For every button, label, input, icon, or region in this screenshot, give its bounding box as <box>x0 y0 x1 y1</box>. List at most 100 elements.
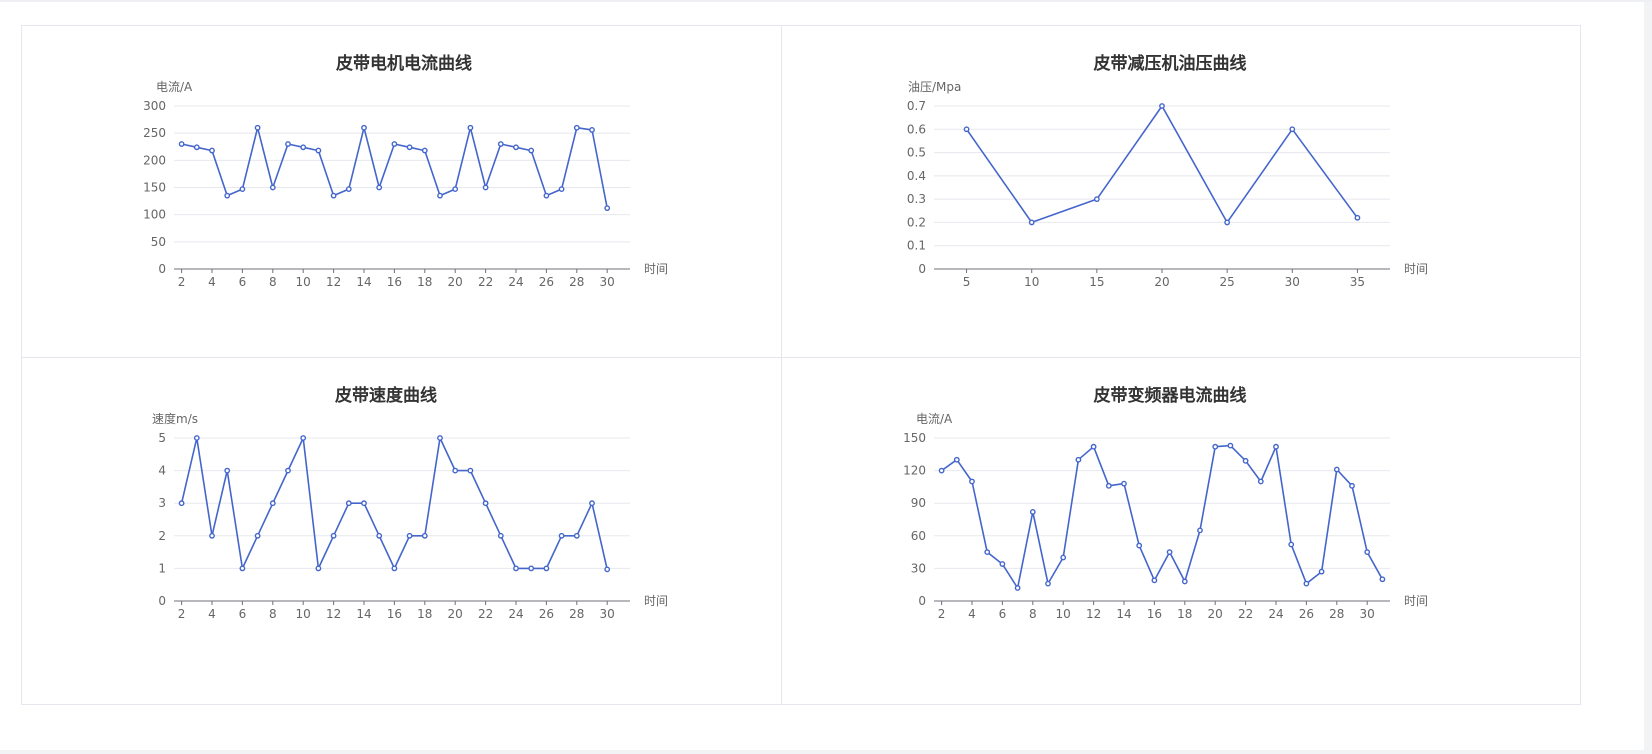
data-point[interactable] <box>1181 578 1188 585</box>
data-point[interactable] <box>239 565 246 572</box>
data-point[interactable] <box>285 141 291 147</box>
data-point[interactable] <box>1090 443 1097 450</box>
data-point[interactable] <box>1227 442 1234 449</box>
data-point[interactable] <box>452 186 459 193</box>
data-point[interactable] <box>437 435 443 441</box>
data-point[interactable] <box>1288 541 1295 548</box>
data-point[interactable] <box>1242 457 1249 464</box>
data-point[interactable] <box>1159 103 1165 109</box>
data-point[interactable] <box>953 456 960 463</box>
data-point[interactable] <box>1028 219 1035 226</box>
data-point[interactable] <box>406 532 413 539</box>
data-point[interactable] <box>361 124 367 131</box>
data-point[interactable] <box>1273 443 1279 450</box>
data-point[interactable] <box>482 184 489 191</box>
x-tick-label: 12 <box>326 607 341 621</box>
data-point[interactable] <box>330 532 337 539</box>
data-point[interactable] <box>421 532 428 539</box>
data-point[interactable] <box>467 124 474 131</box>
data-point[interactable] <box>604 566 611 573</box>
data-point[interactable] <box>345 186 352 193</box>
data-point[interactable] <box>209 532 215 539</box>
data-point[interactable] <box>528 147 535 154</box>
data-point[interactable] <box>1093 196 1100 203</box>
data-point[interactable] <box>1289 126 1296 133</box>
data-point[interactable] <box>1364 549 1371 556</box>
data-point[interactable] <box>938 467 945 474</box>
data-point[interactable] <box>285 467 291 474</box>
data-point[interactable] <box>482 500 489 507</box>
data-point[interactable] <box>193 144 200 151</box>
data-point[interactable] <box>193 435 200 441</box>
data-point[interactable] <box>345 500 352 507</box>
data-point[interactable] <box>330 192 337 199</box>
data-point[interactable] <box>1257 478 1264 485</box>
data-point[interactable] <box>1151 577 1158 584</box>
data-point[interactable] <box>1349 482 1355 489</box>
data-point[interactable] <box>604 205 611 212</box>
data-point[interactable] <box>406 144 413 151</box>
data-point[interactable] <box>361 500 367 507</box>
data-point[interactable] <box>300 144 307 151</box>
data-point[interactable] <box>1354 214 1361 221</box>
data-point[interactable] <box>1121 480 1127 487</box>
data-point[interactable] <box>254 124 261 131</box>
data-point[interactable] <box>589 500 595 507</box>
data-point[interactable] <box>269 500 276 507</box>
data-point[interactable] <box>452 467 459 474</box>
data-point[interactable] <box>239 186 246 193</box>
data-point[interactable] <box>178 500 185 507</box>
data-point[interactable] <box>1166 549 1173 556</box>
data-point[interactable] <box>1303 580 1310 587</box>
data-point[interactable] <box>497 141 504 147</box>
data-point[interactable] <box>1212 443 1219 450</box>
data-point[interactable] <box>315 147 322 154</box>
data-point[interactable] <box>1197 527 1203 534</box>
data-point[interactable] <box>558 532 565 539</box>
data-point[interactable] <box>467 467 474 474</box>
data-point[interactable] <box>1045 580 1051 587</box>
data-point[interactable] <box>376 184 383 191</box>
data-point[interactable] <box>573 532 580 539</box>
data-point[interactable] <box>963 126 970 133</box>
data-point[interactable] <box>1318 568 1325 575</box>
data-point[interactable] <box>528 565 535 572</box>
data-point[interactable] <box>513 144 519 151</box>
data-point[interactable] <box>209 147 215 154</box>
data-point[interactable] <box>1333 466 1340 473</box>
data-point[interactable] <box>224 192 231 199</box>
data-point[interactable] <box>269 184 276 191</box>
data-point[interactable] <box>543 192 550 199</box>
data-point[interactable] <box>513 565 519 572</box>
data-point[interactable] <box>391 141 398 147</box>
data-point[interactable] <box>1060 554 1067 561</box>
data-point[interactable] <box>1379 576 1386 583</box>
data-point[interactable] <box>1136 542 1143 549</box>
data-point[interactable] <box>437 192 443 199</box>
data-point[interactable] <box>558 186 565 193</box>
data-point[interactable] <box>178 141 185 147</box>
data-point[interactable] <box>999 561 1006 567</box>
data-point[interactable] <box>421 147 428 154</box>
data-point[interactable] <box>1075 456 1082 463</box>
data-point[interactable] <box>254 532 261 539</box>
data-point[interactable] <box>1224 219 1231 226</box>
data-point[interactable] <box>589 127 595 133</box>
data-point[interactable] <box>224 467 231 474</box>
data-point[interactable] <box>1105 482 1112 489</box>
data-point[interactable] <box>969 478 975 485</box>
data-point[interactable] <box>573 124 580 131</box>
top-divider <box>0 0 1652 2</box>
data-point[interactable] <box>315 565 322 572</box>
y-axis-title: 电流/A <box>156 80 193 94</box>
data-point[interactable] <box>1029 508 1036 515</box>
x-tick-label: 14 <box>356 607 371 621</box>
data-point[interactable] <box>376 532 383 539</box>
data-point[interactable] <box>300 435 307 441</box>
data-point[interactable] <box>543 565 550 572</box>
data-point[interactable] <box>391 565 398 572</box>
data-point[interactable] <box>497 532 504 539</box>
data-point[interactable] <box>1014 585 1021 591</box>
data-point[interactable] <box>984 549 991 556</box>
